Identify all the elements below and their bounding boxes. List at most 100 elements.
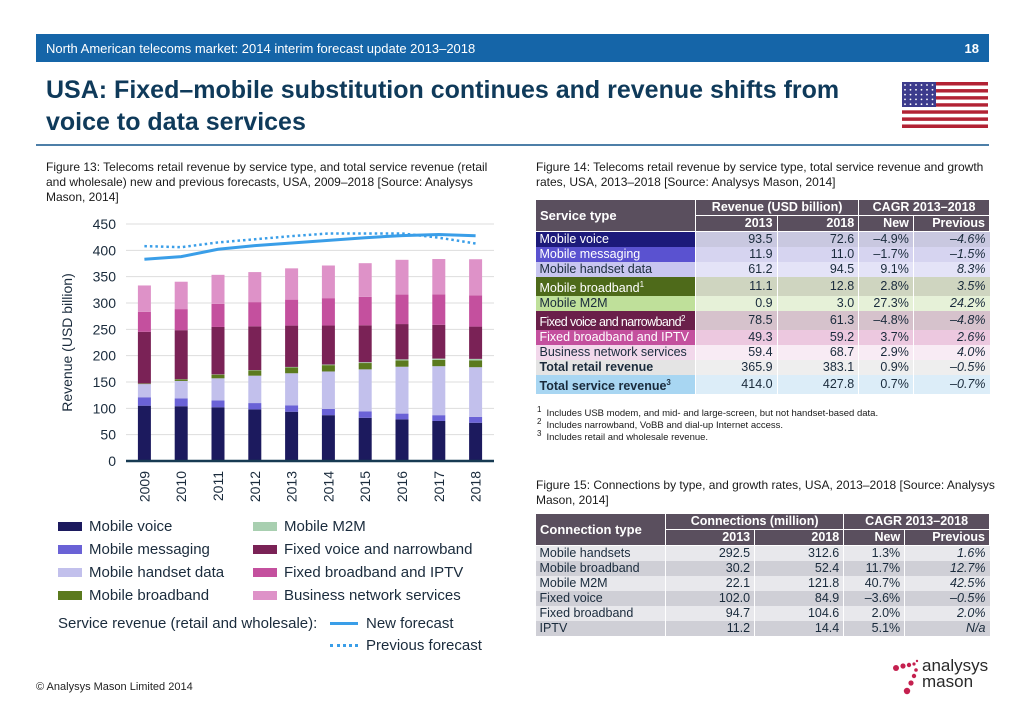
cell-new: 0.7% [858,375,914,395]
table-row: Total retail revenue 365.9 383.1 0.9% –0.5% [535,360,990,376]
table-row: Fixed voice and narrowband2 78.5 61.3 –4.8%… [535,311,990,331]
x-tick-label: 2010 [173,471,189,502]
bar-segment-fixed-voice-and-narrowband [358,325,372,363]
cell-v2013: 11.2 [664,621,755,636]
cell-v2013: 11.1 [695,277,778,297]
cell-v2013: 102.0 [664,591,755,606]
cell-v2018: 68.7 [776,345,859,361]
legend-item: Mobile M2M [253,516,366,536]
col-new: New [858,215,914,232]
bar-segment-business-network-services [321,265,335,299]
bar-segment-mobile-broadband [248,370,262,376]
bar-segment-fixed-broadband-and-iptv [432,294,446,325]
table-row: Mobile broadband 30.2 52.4 11.7% 12.7% [535,561,990,576]
copyright: © Analysys Mason Limited 2014 [36,681,193,693]
row-label: Mobile handsets [539,546,631,560]
bar-segment-mobile-messaging [174,398,188,407]
col-service-type: Service type [535,199,696,232]
bar-segment-fixed-broadband-and-iptv [285,299,299,326]
legend-line-prefix: Service revenue (retail and wholesale): [58,614,318,632]
y-tick-label: 350 [93,269,117,285]
logo-text-line1: analysys [922,656,989,675]
bar-segment-mobile-voice [211,407,225,461]
line-new-forecast [144,233,476,261]
cell-prev: –0.5% [904,591,990,606]
cell-v2013: 49.3 [695,330,778,346]
bar-segment-fixed-broadband-and-iptv [358,296,372,326]
legend-swatch [253,544,277,554]
cell-v2018: 84.9 [754,591,844,606]
col-2013: 2013 [664,529,756,546]
y-tick-label: 200 [93,348,117,364]
cell-new: –3.6% [843,591,905,606]
cell-v2013: 61.2 [695,262,778,277]
x-tick-label: 2014 [320,471,336,502]
bar-segment-mobile-handset-data [432,366,446,416]
legend-label: Mobile handset data [89,563,225,581]
cell-prev: 1.6% [904,545,990,561]
cell-prev: 8.3% [912,262,990,277]
legend-line-swatch [330,643,358,647]
bar-segment-mobile-m2m [432,358,446,360]
x-tick-label: 2015 [357,471,373,502]
bar-segment-mobile-broadband [137,383,151,385]
cell-new: –4.8% [858,311,914,331]
col-new: New [843,529,906,546]
row-label: Mobile voice [535,231,696,247]
bar-segment-mobile-voice [174,406,188,461]
cell-new: 5.1% [843,621,905,636]
cell-prev: N/a [904,621,990,636]
bar-segment-fixed-voice-and-narrowband [321,325,335,365]
cell-v2018: 383.1 [776,360,859,376]
bar-segment-mobile-messaging [137,397,151,406]
cell-v2018: 14.4 [754,621,844,636]
figure15-caption: Figure 15: Connections by type, and grow… [536,478,995,507]
row-label: Fixed voice and narrowband2 [535,311,696,331]
logo-text-line2: mason [922,672,974,691]
revenue-table: Service type Revenue (USD billion) CAGR … [535,199,991,395]
col-group-cagr: CAGR 2013–2018 [858,199,990,216]
row-label: Mobile messaging [535,247,696,262]
bar-segment-mobile-messaging [395,413,409,420]
bar-segment-mobile-handset-data [321,371,335,409]
row-label: Mobile broadband1 [535,277,696,297]
col-group-revenue: Revenue (USD billion) [694,199,860,216]
cell-new: 40.7% [843,576,905,591]
bar-segment-fixed-voice-and-narrowband [432,324,446,359]
row-label: Fixed broadband and IPTV [535,330,696,346]
cell-prev: 2.6% [912,330,990,346]
bar-segment-mobile-broadband [285,367,299,374]
y-tick-label: 450 [93,216,117,232]
cell-new: 0.9% [858,360,914,376]
bar-segment-fixed-broadband-and-iptv [469,295,483,327]
row-label: Fixed broadband [539,606,634,620]
cell-new: 2.0% [843,606,905,621]
table-row: Mobile broadband1 11.1 12.8 2.8% 3.5% [535,277,990,297]
y-tick-label: 400 [93,242,117,258]
cell-prev: 24.2% [912,296,990,312]
y-tick-label: 0 [108,453,116,469]
bar-segment-fixed-broadband-and-iptv [174,309,188,331]
bar-segment-mobile-handset-data [248,375,262,404]
bar-segment-mobile-voice [137,405,151,461]
cell-v2013: 292.5 [664,545,755,561]
cell-v2018: 104.6 [754,606,844,621]
bar-segment-mobile-messaging [432,415,446,421]
bar-segment-mobile-broadband [174,379,188,381]
table-row: Mobile messaging 11.9 11.0 –1.7% –1.5% [535,247,990,262]
footnote: 1 Includes USB modem, and mid- and large-… [537,405,879,420]
cell-v2018: 312.6 [754,545,844,561]
cell-prev: 4.0% [912,345,990,361]
bar-segment-mobile-handset-data [395,366,409,414]
legend-label: Mobile voice [89,517,173,535]
cell-prev: –0.5% [912,360,990,376]
cell-v2013: 78.5 [695,311,778,331]
bar-segment-mobile-messaging [248,403,262,410]
col-previous: Previous [904,529,990,546]
bar-segment-mobile-m2m [469,358,483,361]
bar-segment-mobile-voice [321,415,335,461]
legend-label: Previous forecast [366,636,482,654]
bar-segment-fixed-voice-and-narrowband [469,326,483,359]
bar-segment-mobile-voice [395,419,409,461]
bar-segment-mobile-handset-data [358,369,372,412]
